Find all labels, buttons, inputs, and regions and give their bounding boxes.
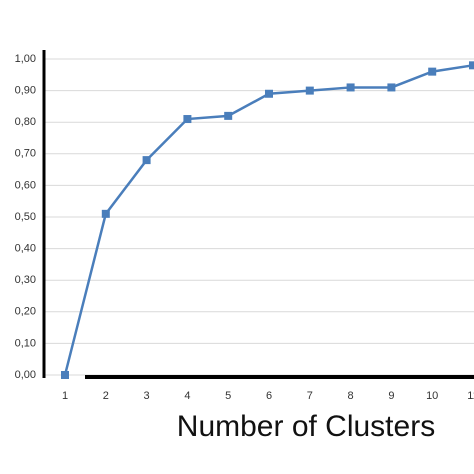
x-tick-label: 9 xyxy=(388,390,394,402)
x-tick-label: 10 xyxy=(426,390,438,402)
x-tick-label: 1 xyxy=(62,390,68,402)
x-tick-label: 2 xyxy=(103,390,109,402)
marker xyxy=(469,61,474,70)
marker xyxy=(183,115,192,124)
y-tick-label: 0,50 xyxy=(15,211,36,223)
y-tick-label: 0,40 xyxy=(15,243,36,255)
y-tick-label: 0,30 xyxy=(15,274,36,286)
y-tick-label: 0,10 xyxy=(15,337,36,349)
marker xyxy=(101,209,110,218)
x-tick-label: 4 xyxy=(184,390,190,402)
x-tick-label: 7 xyxy=(307,390,313,402)
y-tick-label: 0,70 xyxy=(15,148,36,160)
marker xyxy=(428,67,437,76)
y-tick-label: 0,80 xyxy=(15,116,36,128)
marker xyxy=(61,371,69,379)
marker xyxy=(265,89,273,98)
line xyxy=(63,64,474,376)
y-tick-label: 1,00 xyxy=(15,53,36,65)
marker xyxy=(346,83,355,92)
marker xyxy=(305,86,314,95)
y-tick-label: 0,00 xyxy=(15,369,36,381)
y-tick-label: 0,20 xyxy=(15,306,36,318)
x-tick-label: 6 xyxy=(266,390,272,402)
x-tick-label: 3 xyxy=(144,390,150,402)
marker xyxy=(224,111,233,120)
y-tick-label: 0,60 xyxy=(15,179,36,191)
marker xyxy=(387,83,396,92)
x-tick-label: 8 xyxy=(348,390,354,402)
y-tick-label: 0,90 xyxy=(15,85,36,97)
x-axis-label: Number of Clusters xyxy=(177,410,435,443)
x-tick-label: 11 xyxy=(467,390,474,402)
x-tick-label: 5 xyxy=(225,390,231,402)
marker xyxy=(142,156,151,165)
